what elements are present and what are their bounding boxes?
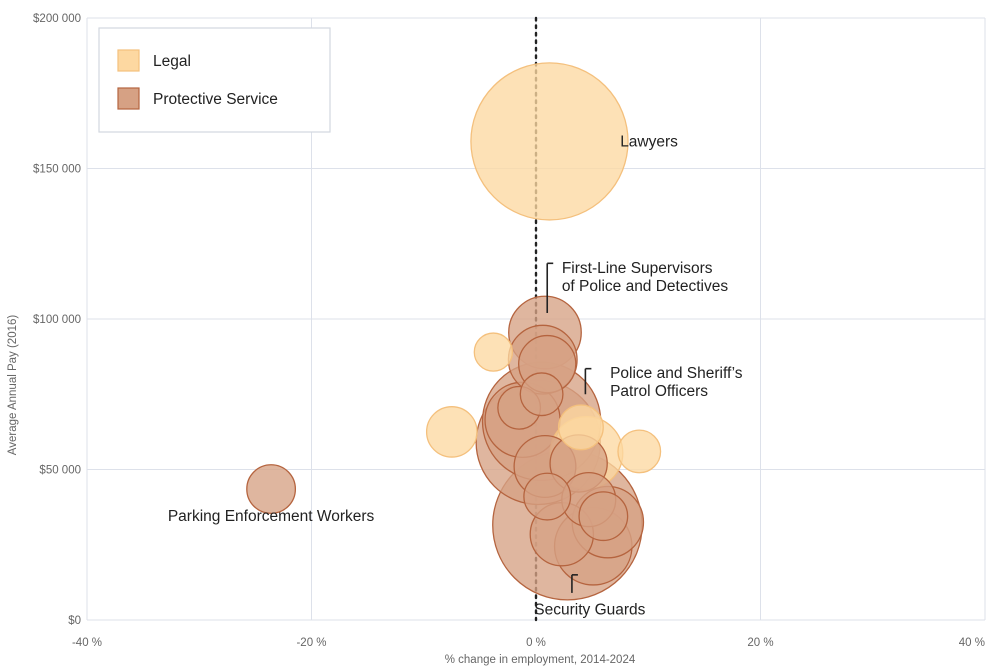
annotation-line: of Police and Detectives: [562, 278, 729, 295]
annotation-label: First-Line Supervisors of Police and Dete…: [562, 260, 729, 295]
annotation-label: Security Guards: [534, 601, 645, 618]
x-tick-label: 20 %: [747, 637, 773, 649]
legend: Legal Protective Service: [98, 27, 331, 133]
bubble-legal: [470, 62, 629, 221]
y-tick-label: $150 000: [33, 164, 81, 176]
annotation-label: Parking Enforcement Workers: [168, 508, 375, 525]
x-tick-label: -40 %: [72, 637, 102, 649]
y-axis-title: Average Annual Pay (2016): [7, 315, 19, 456]
legend-swatch-legal: [117, 49, 140, 72]
x-tick-label: 0 %: [526, 637, 546, 649]
annotation-label: Police and Sheriff’s Patrol Officers: [610, 365, 743, 400]
legend-label-protective-service: Protective Service: [153, 91, 278, 108]
y-tick-label: $200 000: [33, 13, 81, 25]
legend-label-legal: Legal: [153, 53, 191, 70]
annotation-line: Lawyers: [620, 133, 678, 150]
y-tick-label: $50 000: [39, 465, 81, 477]
annotation-label: Lawyers: [620, 133, 678, 150]
annotation-line: Parking Enforcement Workers: [168, 508, 375, 525]
bubble-legal: [617, 429, 662, 474]
y-tick-label: $100 000: [33, 314, 81, 326]
annotation-line: Police and Sheriff’s: [610, 365, 743, 382]
bubble-legal: [557, 404, 604, 451]
bubble-legal: [425, 406, 478, 458]
annotation-line: Patrol Officers: [610, 383, 708, 400]
x-tick-label: -20 %: [296, 637, 326, 649]
tick-labels: $0 $50 000 $100 000 $150 000 $200 000 -40 % -2…: [33, 13, 985, 649]
bubble-protective-service: [578, 491, 629, 542]
legend-swatch-protective-service: [117, 87, 140, 110]
bubble-protective-service: [519, 372, 564, 417]
bubble-protective-service: [246, 464, 297, 515]
annotations: Lawyers First-Line Supervisors of Police a…: [168, 133, 743, 618]
legend-box: [98, 27, 331, 133]
y-tick-label: $0: [68, 615, 81, 627]
bubble-legal: [473, 332, 514, 372]
annotation-line: Security Guards: [534, 601, 645, 618]
x-axis-title: % change in employment, 2014-2024: [445, 654, 636, 666]
bubbles: [246, 62, 662, 601]
bubble-protective-service: [523, 472, 572, 521]
x-tick-label: 40 %: [959, 637, 985, 649]
annotation-line: First-Line Supervisors: [562, 260, 713, 277]
